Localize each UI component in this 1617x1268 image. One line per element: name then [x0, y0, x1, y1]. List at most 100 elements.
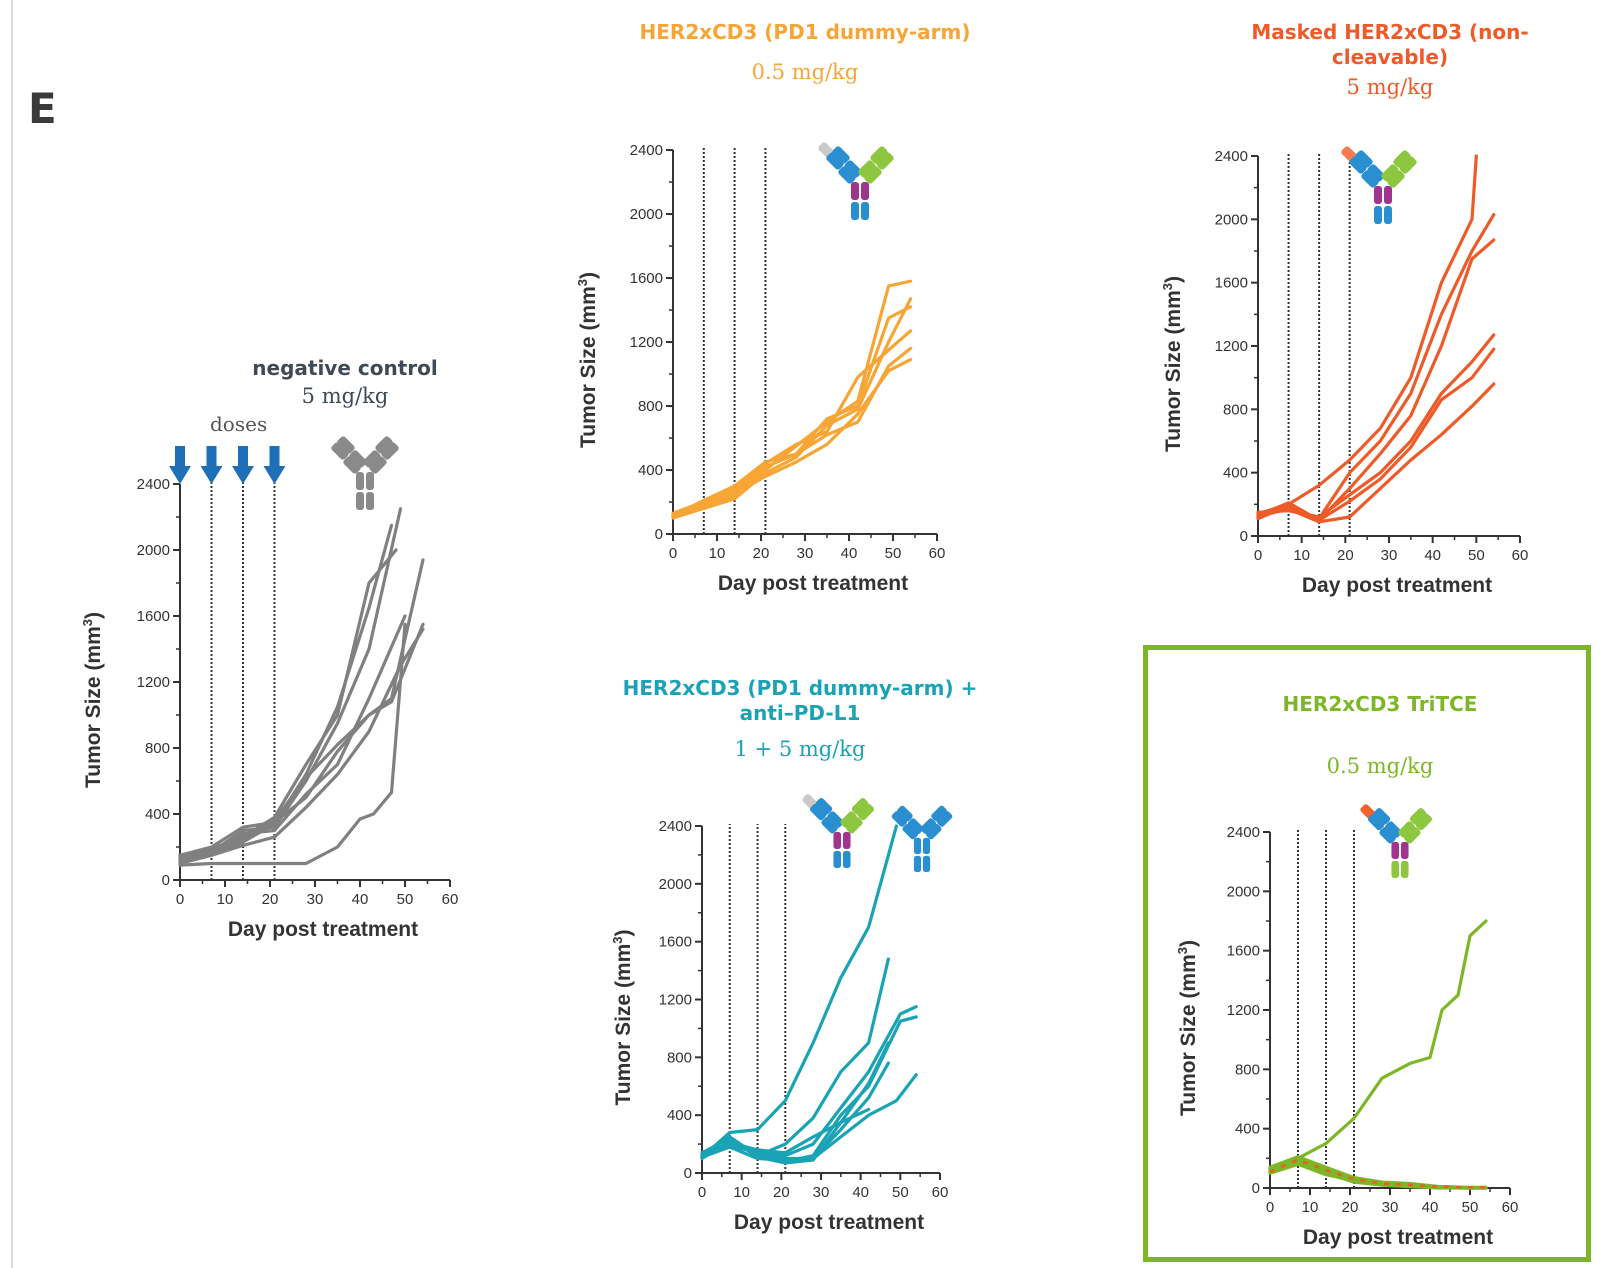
y-axis-title: Tumor Size (mm3) — [575, 272, 600, 448]
tritce-title: HER2xCD3 TriTCE — [1282, 692, 1478, 716]
x-tick-label: 20 — [262, 891, 279, 908]
y-tick-label: 2000 — [1215, 211, 1248, 228]
y-tick-label: 2000 — [659, 876, 692, 893]
y-tick-label: 0 — [684, 1165, 692, 1182]
y-tick-label: 1200 — [1227, 1002, 1260, 1019]
series-line-3 — [1256, 238, 1496, 522]
series-line-6 — [178, 622, 425, 857]
x-tick-label: 30 — [813, 1184, 830, 1201]
x-tick-label: 30 — [1381, 547, 1398, 564]
x-tick-label: 50 — [1462, 1199, 1479, 1216]
y-tick-label: 1200 — [659, 992, 692, 1009]
x-tick-label: 50 — [1468, 547, 1485, 564]
x-tick-label: 0 — [698, 1184, 706, 1201]
negative-header: negative control 5 mg/kg — [220, 356, 470, 409]
series-line-4 — [671, 329, 913, 515]
x-tick-label: 40 — [852, 1184, 869, 1201]
y-tick-label: 1600 — [630, 270, 663, 287]
y-tick-label: 2000 — [137, 542, 170, 559]
series-overlay-dashed — [1269, 1158, 1486, 1189]
x-tick-label: 50 — [892, 1184, 909, 1201]
y-tick-label: 2400 — [1227, 824, 1260, 841]
y-tick-label: 2000 — [630, 206, 663, 223]
series-line-5 — [700, 1041, 891, 1165]
y-axis-title: Tumor Size (mm3) — [1160, 276, 1185, 452]
y-tick-label: 400 — [145, 806, 170, 823]
x-tick-label: 40 — [352, 891, 369, 908]
x-axis-title: Day post treatment — [734, 1211, 924, 1234]
x-tick-label: 50 — [885, 545, 902, 562]
y-tick-label: 800 — [638, 398, 663, 415]
y-tick-label: 0 — [1240, 528, 1248, 545]
masked-bispecific-icon — [1341, 146, 1417, 224]
x-axis-title: Day post treatment — [718, 572, 908, 595]
series-line-2 — [1256, 213, 1496, 521]
series-line-8 — [700, 1073, 918, 1161]
page-border — [11, 0, 13, 1268]
series-line-1 — [700, 824, 899, 1159]
combo-title: HER2xCD3 (PD1 dummy-arm) + anti–PD-L1 — [622, 676, 978, 725]
combo-dose: 1 + 5 mg/kg — [734, 737, 866, 761]
dose-arrow-icon — [263, 446, 286, 484]
series-line-4 — [1256, 333, 1496, 519]
y-tick-label: 400 — [667, 1107, 692, 1124]
x-tick-label: 0 — [1254, 547, 1262, 564]
y-tick-label: 1600 — [137, 608, 170, 625]
y-tick-label: 0 — [655, 526, 663, 543]
y-tick-label: 800 — [1235, 1061, 1260, 1078]
antibody-icon — [331, 436, 399, 510]
x-tick-label: 40 — [1424, 547, 1441, 564]
bispecific-icon — [818, 142, 894, 220]
tritce-header: HER2xCD3 TriTCE 0.5 mg/kg — [1210, 692, 1550, 779]
chart-her2_pd1: 0 400 800 1200 1600 2000 2400 0 10 20 30 40 50 60 Day … — [575, 142, 945, 595]
x-axis-title: Day post treatment — [228, 918, 418, 941]
dose-arrow-icon — [169, 446, 191, 484]
y-tick-label: 1200 — [137, 674, 170, 691]
x-tick-label: 40 — [841, 545, 858, 562]
her2-pd1-dose: 0.5 mg/kg — [751, 60, 859, 84]
y-tick-label: 2400 — [630, 142, 663, 159]
x-tick-label: 10 — [1293, 547, 1310, 564]
x-tick-label: 30 — [797, 545, 814, 562]
x-axis-title: Day post treatment — [1303, 1226, 1493, 1249]
y-tick-label: 1200 — [1215, 338, 1248, 355]
trispecific-icon — [1360, 804, 1432, 878]
x-tick-label: 50 — [397, 891, 414, 908]
x-tick-label: 10 — [733, 1184, 750, 1201]
x-tick-label: 60 — [929, 545, 946, 562]
y-tick-label: 400 — [1223, 465, 1248, 482]
series-line-5 — [178, 627, 425, 866]
negative-dose: 5 mg/kg — [301, 384, 389, 408]
series-line-8 — [178, 622, 407, 867]
x-tick-label: 30 — [1382, 1199, 1399, 1216]
x-tick-label: 0 — [176, 891, 184, 908]
anti-pdl1-antibody-icon — [891, 805, 953, 872]
x-tick-label: 60 — [932, 1184, 949, 1201]
x-tick-label: 0 — [669, 545, 677, 562]
y-tick-label: 400 — [638, 462, 663, 479]
series-line-7 — [178, 558, 425, 862]
series-line-1 — [1268, 919, 1488, 1172]
series-line-6 — [671, 358, 913, 519]
dose-arrow-icon — [232, 446, 254, 484]
series-line-1 — [1256, 154, 1478, 516]
x-tick-label: 60 — [442, 891, 459, 908]
y-tick-label: 0 — [162, 872, 170, 889]
chart-tritce: 0 400 800 1200 1600 2000 2400 0 10 20 30 40 50 60 Day … — [1175, 824, 1518, 1249]
series-line-5 — [1256, 347, 1496, 522]
dose-arrow-icon — [200, 446, 223, 484]
x-tick-label: 10 — [709, 545, 726, 562]
series-line-6 — [1256, 382, 1496, 524]
x-tick-label: 30 — [307, 891, 324, 908]
masked-title: Masked HER2xCD3 (non-cleavable) — [1251, 20, 1529, 69]
y-tick-label: 1600 — [1215, 275, 1248, 292]
series-line-2 — [178, 507, 403, 861]
x-tick-label: 20 — [773, 1184, 790, 1201]
x-tick-label: 10 — [217, 891, 234, 908]
y-tick-label: 800 — [1223, 401, 1248, 418]
y-axis-title: Tumor Size (mm3) — [610, 929, 635, 1105]
chart-combo: 0 400 800 1200 1600 2000 2400 0 10 20 30 40 50 60 Day … — [610, 818, 948, 1234]
her2-pd1-title: HER2xCD3 (PD1 dummy-arm) — [639, 20, 971, 44]
